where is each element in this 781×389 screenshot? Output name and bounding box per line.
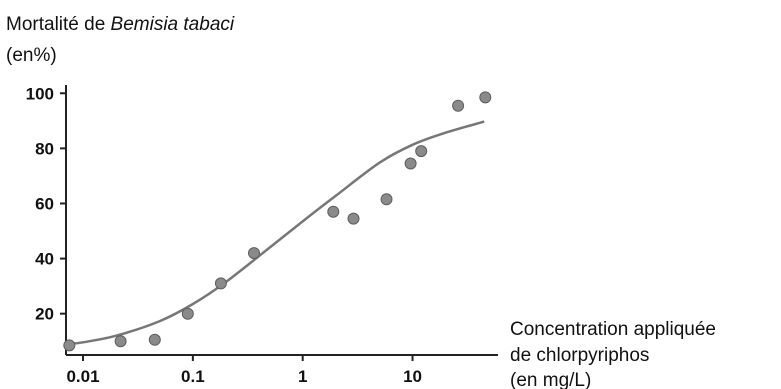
x-tick-label-1: 0.1 — [181, 367, 205, 386]
data-point-11 — [452, 99, 465, 112]
y-tick-label-2: 60 — [35, 194, 54, 213]
y-tick-label-4: 100 — [26, 84, 54, 103]
y-tick-label-0: 20 — [35, 305, 54, 324]
y-axis-unit: (en%) — [6, 45, 57, 66]
y-tick-label-3: 80 — [35, 139, 54, 158]
data-point-4 — [214, 277, 227, 290]
data-point-3 — [181, 307, 194, 320]
data-point-7 — [347, 212, 360, 225]
y-tick-label-1: 40 — [35, 250, 54, 269]
data-point-1 — [114, 335, 127, 348]
fit-curve — [69, 120, 485, 346]
y-axis-title: Mortalité de Bemisia tabaci — [6, 14, 235, 35]
data-point-6 — [327, 205, 340, 218]
x-axis-title-line3: (en mg/L) — [510, 370, 591, 389]
points-layer — [63, 91, 492, 352]
data-point-0 — [63, 339, 76, 352]
data-point-8 — [380, 193, 393, 206]
data-point-5 — [248, 247, 260, 260]
ticks-layer: 20 40 60 80 100 0.01 0.1 1 10 — [26, 84, 422, 386]
x-tick-label-2: 1 — [298, 367, 307, 386]
x-axis-title-line1: Concentration appliquée — [510, 319, 716, 340]
data-point-10 — [415, 145, 428, 158]
data-point-9 — [404, 157, 417, 170]
data-point-12 — [479, 91, 492, 104]
x-axis-title-line2: de chlorpyriphos — [510, 345, 649, 366]
data-point-2 — [148, 333, 161, 346]
x-tick-label-3: 10 — [403, 367, 422, 386]
x-tick-label-0: 0.01 — [66, 367, 99, 386]
